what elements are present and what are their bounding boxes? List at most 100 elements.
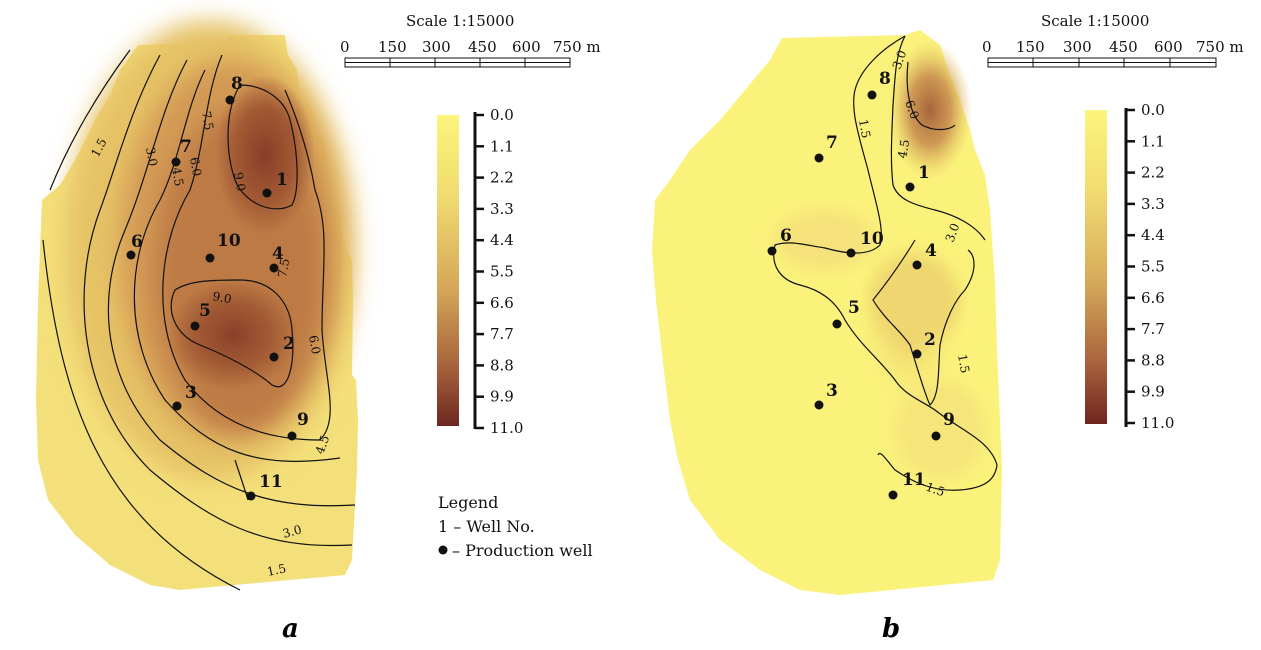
well-marker bbox=[287, 431, 297, 441]
colorbar-a: 0.0 1.1 2.2 3.3 4.4 5.5 6.6 7.7 8.8 9.9 11.0 bbox=[437, 106, 523, 437]
legend-well-no: 1 – Well No. bbox=[438, 517, 535, 536]
well-marker bbox=[888, 490, 898, 500]
colorbar-tick-label: 2.2 bbox=[1141, 164, 1165, 182]
well-marker bbox=[171, 157, 181, 167]
scale-tick-label: 300 bbox=[1063, 38, 1092, 56]
panel-a-contour-labels: 1.5 3.0 4.5 6.0 7.5 9.0 7.5 9.0 6.0 4.5 … bbox=[88, 110, 332, 579]
well-label: 7 bbox=[826, 133, 838, 153]
contour-label: 6.0 bbox=[306, 334, 323, 355]
colorbar-tick-label: 0.0 bbox=[1141, 101, 1165, 119]
colorbar-tick-label: 1.1 bbox=[1141, 132, 1165, 150]
contour-label: 3.0 bbox=[143, 146, 160, 167]
well-label: 1 bbox=[276, 170, 288, 190]
colorbar-tick-label: 11.0 bbox=[1141, 414, 1174, 432]
scale-tick-label: 600 bbox=[512, 38, 541, 56]
well-marker bbox=[905, 182, 915, 192]
well-marker bbox=[867, 90, 877, 100]
colorbar-tick-label: 7.7 bbox=[490, 325, 514, 343]
scale-title: Scale 1:15000 bbox=[406, 12, 514, 30]
contour-label: 4.5 bbox=[169, 166, 186, 187]
well-marker bbox=[269, 263, 279, 273]
colorbar-tick-label: 8.8 bbox=[490, 356, 514, 374]
scale-tick-label: 600 bbox=[1154, 38, 1183, 56]
scale-tick-label: 0 bbox=[982, 38, 992, 56]
well-marker bbox=[814, 400, 824, 410]
colorbar-tick-label: 7.7 bbox=[1141, 320, 1165, 338]
colorbar-tick-label: 11.0 bbox=[490, 419, 523, 437]
colorbar-tick-label: 4.4 bbox=[1141, 226, 1165, 244]
panel-b-shading bbox=[775, 40, 985, 480]
colorbar-tick-label: 9.9 bbox=[490, 388, 514, 406]
contour-label: 9.0 bbox=[211, 289, 232, 306]
panel-b-label: b bbox=[882, 614, 900, 644]
well-label: 1 bbox=[918, 163, 930, 183]
well-marker bbox=[912, 349, 922, 359]
well-label: 2 bbox=[924, 330, 936, 350]
well-label: 7 bbox=[180, 137, 192, 157]
legend-production-well: – Production well bbox=[452, 541, 593, 560]
contour-label: 9.0 bbox=[231, 171, 248, 192]
scale-bar-b: Scale 1:15000 0 150 300 450 600 750 m bbox=[982, 12, 1244, 68]
well-marker bbox=[262, 188, 272, 198]
colorbar-tick-label: 8.8 bbox=[1141, 351, 1165, 369]
colorbar-tick-label: 2.2 bbox=[490, 169, 514, 187]
well-marker bbox=[931, 431, 941, 441]
contour-label: 1.5 bbox=[955, 353, 972, 374]
well-label: 5 bbox=[848, 298, 860, 318]
colorbar-b: 0.0 1.1 2.2 3.3 4.4 5.5 6.6 7.7 8.8 9.9 11.0 bbox=[1085, 101, 1174, 432]
colorbar-tick-label: 6.6 bbox=[490, 294, 514, 312]
colorbar-tick-label: 4.4 bbox=[490, 231, 514, 249]
contour-label: 4.5 bbox=[313, 433, 333, 456]
well-label: 3 bbox=[185, 383, 197, 403]
scale-tick-label: 0 bbox=[340, 38, 350, 56]
well-marker bbox=[126, 250, 136, 260]
panel-b-contour-labels: 1.5 3.0 4.5 6.0 1.5 3.0 1.5 bbox=[856, 48, 972, 499]
legend: Legend 1 – Well No. – Production well bbox=[438, 493, 593, 560]
colorbar-tick-label: 1.1 bbox=[490, 137, 514, 155]
scale-tick-label: 750 m bbox=[553, 38, 601, 56]
well-label: 4 bbox=[925, 241, 937, 261]
colorbar-tick-label: 9.9 bbox=[1141, 383, 1165, 401]
colorbar-tick-label: 5.5 bbox=[1141, 258, 1165, 276]
well-marker bbox=[205, 253, 215, 263]
well-label: 2 bbox=[283, 334, 295, 354]
well-label: 10 bbox=[217, 231, 241, 251]
well-marker bbox=[912, 260, 922, 270]
well-label: 10 bbox=[860, 229, 884, 249]
well-label: 8 bbox=[231, 74, 243, 94]
well-label: 6 bbox=[780, 226, 792, 246]
contour-label: 1.5 bbox=[266, 561, 288, 579]
scale-tick-label: 300 bbox=[422, 38, 451, 56]
well-label: 11 bbox=[259, 472, 283, 492]
panel-a-wells: 1 2 3 4 5 6 7 8 9 10 11 bbox=[126, 74, 309, 501]
well-marker bbox=[225, 95, 235, 105]
contour-label: 3.0 bbox=[281, 522, 303, 540]
well-label: 11 bbox=[902, 470, 926, 490]
well-label: 8 bbox=[879, 69, 891, 89]
panel-a-map: 1.5 3.0 4.5 6.0 7.5 9.0 7.5 9.0 6.0 4.5 … bbox=[36, 20, 358, 644]
panel-b-map: 1.5 3.0 4.5 6.0 1.5 3.0 1.5 1 2 3 4 5 6 … bbox=[652, 30, 1002, 644]
legend-title: Legend bbox=[438, 493, 498, 512]
contour-label: 6.0 bbox=[187, 156, 204, 177]
panel-a-shading bbox=[65, 20, 355, 480]
scale-tick-label: 450 bbox=[468, 38, 497, 56]
well-marker bbox=[846, 248, 856, 258]
well-label: 6 bbox=[131, 232, 143, 252]
contour-label: 3.0 bbox=[943, 221, 963, 244]
well-marker bbox=[767, 246, 777, 256]
well-marker bbox=[832, 319, 842, 329]
colorbar-tick-label: 0.0 bbox=[490, 106, 514, 124]
well-label: 9 bbox=[297, 410, 309, 430]
contour-label: 4.5 bbox=[895, 138, 912, 159]
contour-label: 6.0 bbox=[902, 98, 922, 121]
contour-label: 3.0 bbox=[890, 48, 910, 71]
colorbar-gradient bbox=[437, 115, 459, 426]
well-marker bbox=[814, 153, 824, 163]
scale-bar-a: Scale 1:15000 0 150 300 450 600 750 m bbox=[340, 12, 601, 68]
well-label: 5 bbox=[199, 301, 211, 321]
well-marker bbox=[172, 401, 182, 411]
well-marker bbox=[269, 352, 279, 362]
contour-label: 1.5 bbox=[856, 118, 873, 139]
scale-tick-label: 150 bbox=[378, 38, 407, 56]
